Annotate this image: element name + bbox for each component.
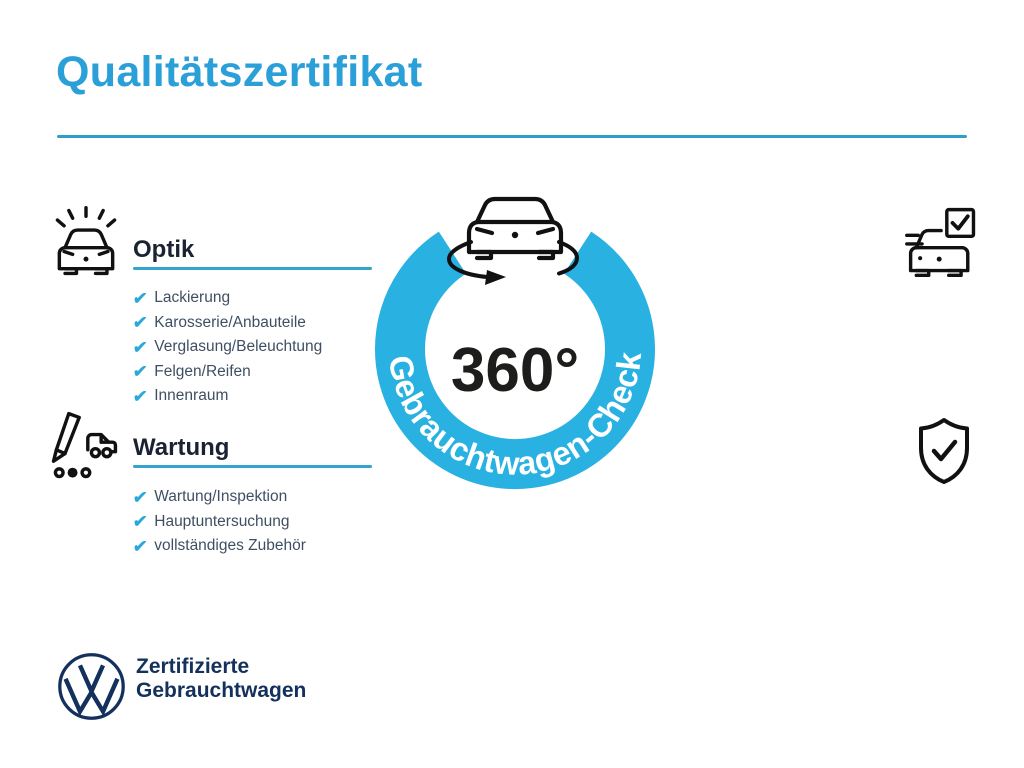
check-icon: ✔: [132, 487, 149, 507]
check-item-label: Lackierung: [154, 289, 231, 307]
check-icon: ✔: [132, 536, 149, 556]
check-item-label: vollständiges Zubehör: [154, 537, 306, 555]
section-optik-underline: [133, 267, 372, 270]
check-icon: ✔: [132, 386, 149, 406]
check-item: ✔ Felgen/Reifen: [132, 360, 322, 385]
sparkle-car-icon: [46, 202, 126, 282]
check-icon: ✔: [132, 512, 149, 532]
optik-check-list: ✔ Lackierung ✔ Karosserie/Anbauteile ✔ Verg…: [132, 286, 323, 409]
check-item: ✔ Hauptuntersuchung: [132, 510, 306, 535]
check-item: ✔ Karosserie/Anbauteile: [132, 311, 322, 336]
check-item-label: Wartung/Inspektion: [154, 488, 288, 506]
check-item: ✔ Wartung/Inspektion: [132, 485, 306, 510]
section-wartung-heading: Wartung: [133, 434, 230, 461]
check-item-label: Felgen/Reifen: [154, 362, 251, 380]
check-item: ✔ Lackierung: [132, 286, 322, 311]
title-divider: [57, 135, 967, 138]
check-item: ✔ Verglasung/Beleuchtung: [132, 335, 323, 360]
brand-line2: Gebrauchtwagen: [136, 679, 307, 702]
badge-ring: [375, 231, 655, 489]
page-title: Qualitätszertifikat: [56, 48, 423, 96]
vw-logo: [55, 650, 128, 728]
section-optik-heading: Optik: [133, 236, 195, 263]
car-checkbox-icon: [903, 202, 983, 282]
badge-degrees: 360°: [451, 336, 579, 405]
check-item: ✔ Innenraum: [132, 384, 322, 409]
check-icon: ✔: [132, 362, 149, 382]
check-item-label: Innenraum: [154, 387, 229, 405]
pencil-van-icon: [44, 406, 124, 486]
shield-check-icon: [908, 414, 980, 494]
check-item: ✔ vollständiges Zubehör: [132, 534, 306, 559]
wartung-check-list: ✔ Wartung/Inspektion ✔ Hauptuntersuchung ✔…: [132, 485, 306, 559]
check-icon: ✔: [132, 288, 149, 308]
brand-wordmark: Zertifizierte Gebrauchtwagen: [136, 655, 306, 703]
check-item-label: Verglasung/Beleuchtung: [154, 338, 323, 356]
check-item-label: Hauptuntersuchung: [154, 512, 290, 530]
car-rotation-icon: [446, 196, 580, 285]
check-icon: ✔: [132, 313, 149, 333]
brand-line1: Zertifizierte: [136, 655, 250, 678]
section-wartung-underline: [133, 465, 372, 468]
check-item-label: Karosserie/Anbauteile: [154, 313, 306, 331]
check-icon: ✔: [132, 337, 149, 357]
360-check-badge: Gebrauchtwagen-Check 360°: [365, 188, 665, 500]
